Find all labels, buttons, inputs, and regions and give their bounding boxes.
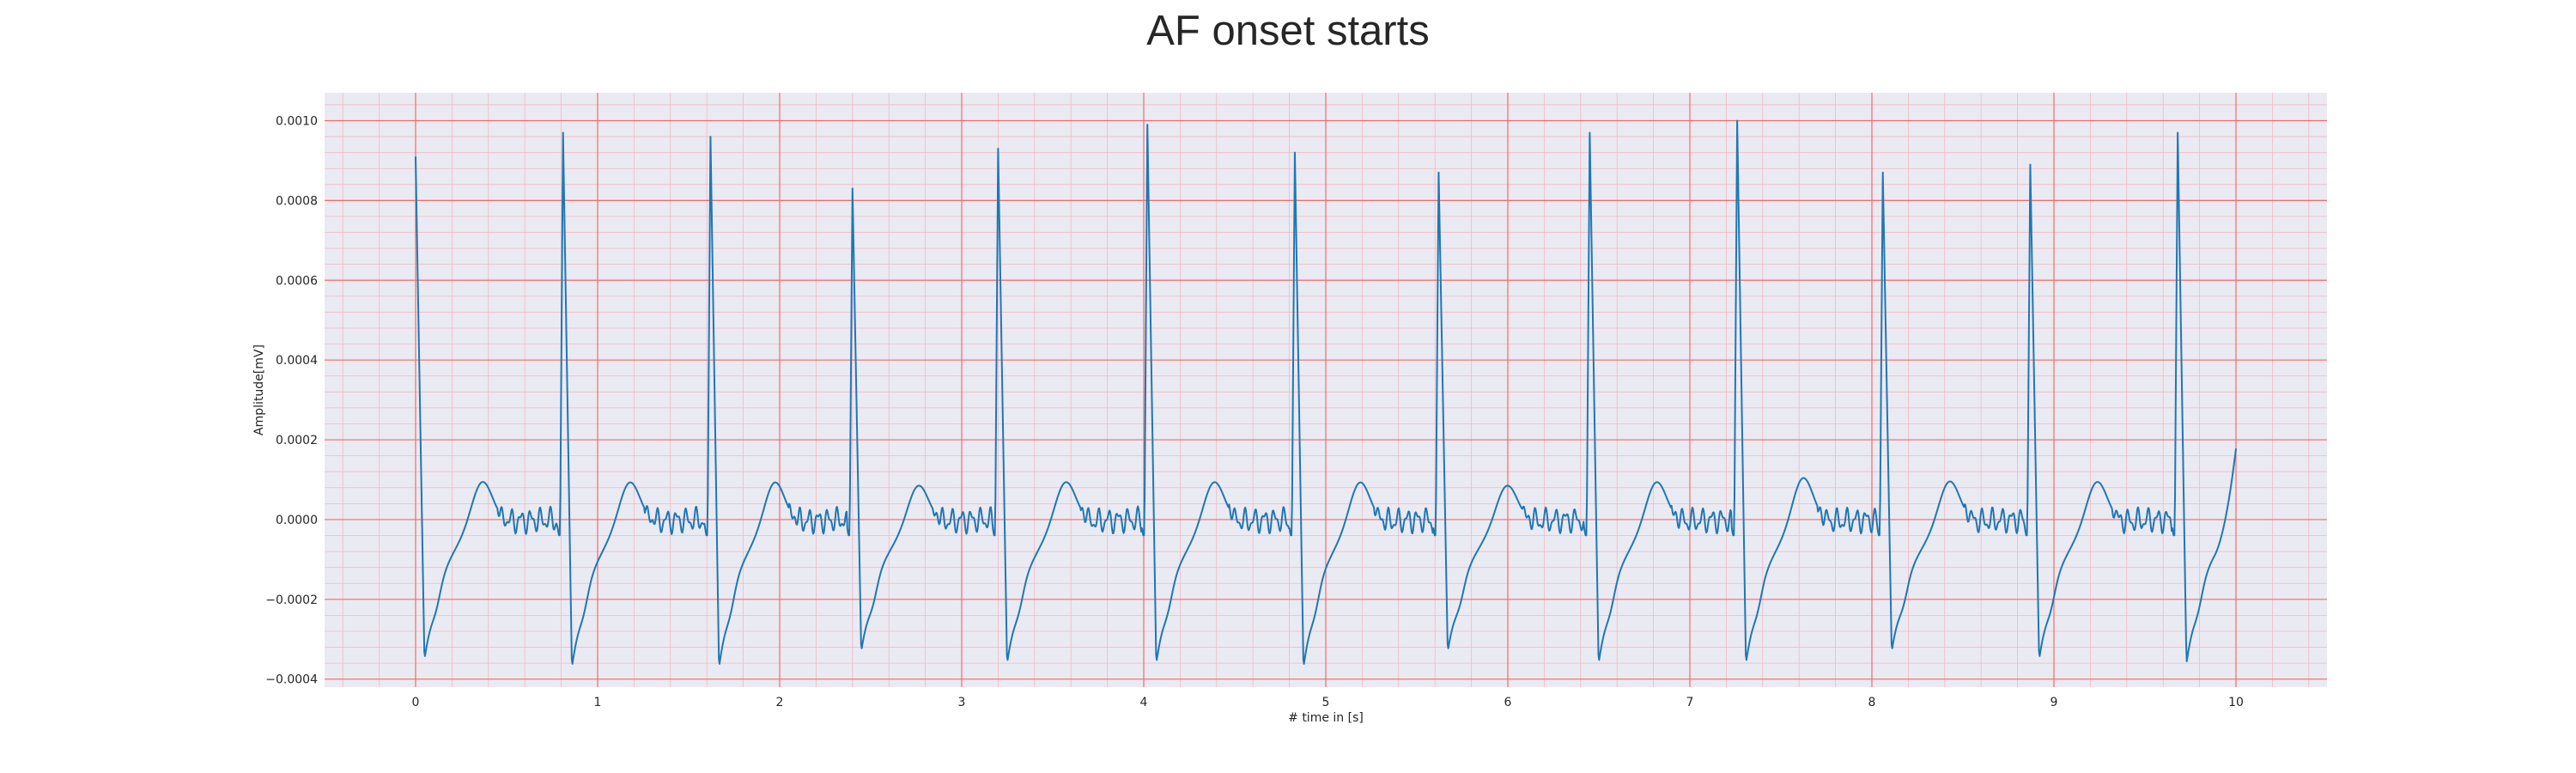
major-grid [325,93,2327,687]
y-tick-label: 0.0000 [276,514,318,527]
y-tick-label: 0.0010 [276,115,318,129]
chart-title: AF onset starts [1146,8,1430,54]
y-tick-label: −0.0004 [265,673,318,687]
x-tick-label: 1 [594,696,602,709]
y-tick-label: 0.0002 [276,434,318,447]
y-axis-label: Amplitude[mV] [252,344,266,435]
x-tick-label: 8 [1868,696,1876,709]
x-tick-label: 5 [1322,696,1330,709]
series-line [415,119,2237,665]
y-tick-label: −0.0002 [265,593,318,607]
x-tick-label: 7 [1686,696,1694,709]
x-tick-label: 2 [776,696,784,709]
y-tick-label: 0.0008 [276,194,318,208]
x-axis-label: # time in [s] [1288,711,1364,725]
x-axis-ticks: 0 1 2 3 4 5 6 7 8 9 10 [412,696,2244,709]
x-tick-label: 9 [2050,696,2058,709]
y-tick-label: 0.0004 [276,354,318,368]
y-axis-ticks: −0.0004 −0.0002 0.0000 0.0002 0.0004 0.0006 0.… [265,115,318,687]
x-tick-label: 3 [958,696,966,709]
x-tick-label: 0 [412,696,420,709]
x-tick-label: 6 [1504,696,1512,709]
y-tick-label: 0.0006 [276,274,318,288]
x-tick-label: 4 [1140,696,1148,709]
x-tick-label: 10 [2228,696,2244,709]
